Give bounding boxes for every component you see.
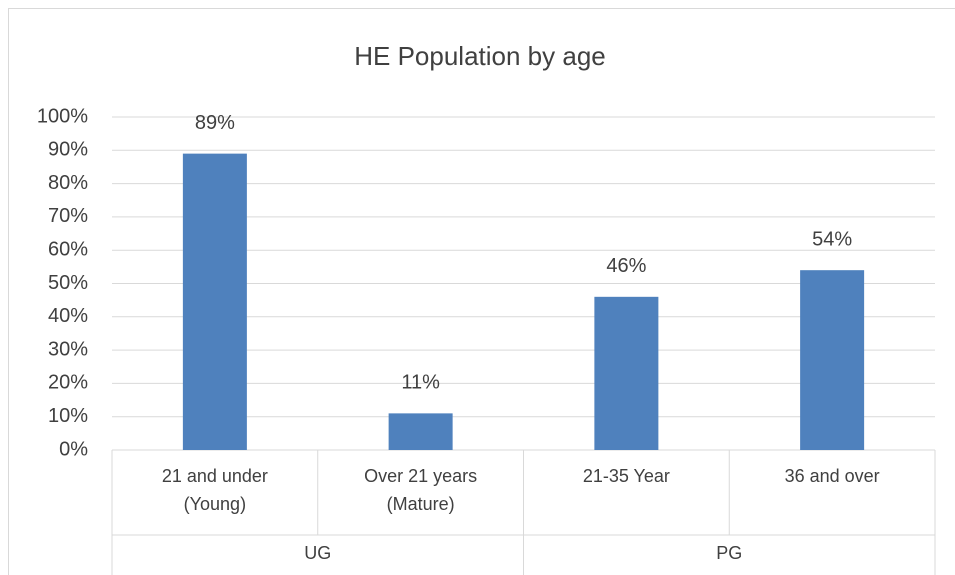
bar xyxy=(388,413,453,450)
y-tick-label: 90% xyxy=(48,139,88,161)
chart-border xyxy=(8,8,955,575)
data-label: 89% xyxy=(195,112,235,134)
bar xyxy=(800,270,865,450)
y-tick-label: 60% xyxy=(48,238,88,260)
y-tick-label: 100% xyxy=(37,105,88,127)
data-label: 54% xyxy=(812,228,852,250)
y-tick-label: 10% xyxy=(48,405,88,427)
chart-title: HE Population by age xyxy=(354,41,606,71)
data-label: 46% xyxy=(606,255,646,277)
y-tick-label: 70% xyxy=(48,205,88,227)
bar xyxy=(594,296,659,450)
y-tick-label: 80% xyxy=(48,172,88,194)
y-tick-label: 50% xyxy=(48,272,88,294)
x-tick-label: 21-35 Year xyxy=(583,466,670,486)
y-tick-label: 20% xyxy=(48,372,88,394)
y-tick-label: 30% xyxy=(48,338,88,360)
bar xyxy=(182,153,247,450)
x-tick-label: 36 and over xyxy=(785,466,880,486)
data-label: 11% xyxy=(401,372,440,394)
y-tick-label: 0% xyxy=(59,438,88,460)
group-label: UG xyxy=(304,543,331,563)
y-tick-label: 40% xyxy=(48,305,88,327)
x-tick-label: Over 21 years (Mature) xyxy=(364,466,477,514)
x-tick-label: 21 and under (Young) xyxy=(162,466,268,514)
group-label: PG xyxy=(716,543,742,563)
